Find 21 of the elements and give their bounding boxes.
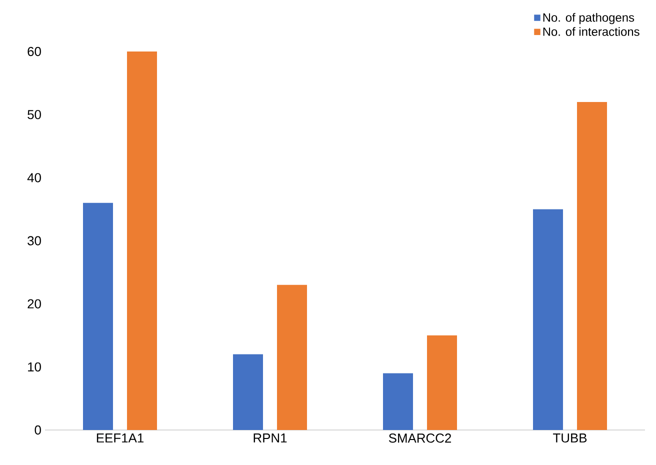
x-tick-label: EEF1A1 xyxy=(96,434,144,442)
bar xyxy=(383,373,414,430)
y-tick-label: 40 xyxy=(27,173,41,182)
x-tick-label: RPN1 xyxy=(254,434,287,442)
legend-label: No. of interactions xyxy=(543,27,640,36)
y-tick-label: 0 xyxy=(34,425,41,435)
bar xyxy=(233,354,263,430)
y-tick-label: 60 xyxy=(28,46,41,56)
bar xyxy=(127,51,157,430)
legend-label: No. of pathogens xyxy=(543,12,634,24)
x-tick-label: SMARCC2 xyxy=(388,434,452,443)
bar xyxy=(577,102,608,430)
bar xyxy=(83,202,113,430)
bar xyxy=(277,284,307,430)
bar xyxy=(533,209,564,430)
bar xyxy=(427,335,458,430)
y-tick-label: 30 xyxy=(28,236,41,246)
x-tick-label: TUBB xyxy=(553,434,587,443)
y-tick-label: 50 xyxy=(28,110,41,120)
y-tick-label: 20 xyxy=(28,299,41,308)
y-tick-label: 10 xyxy=(28,362,41,372)
